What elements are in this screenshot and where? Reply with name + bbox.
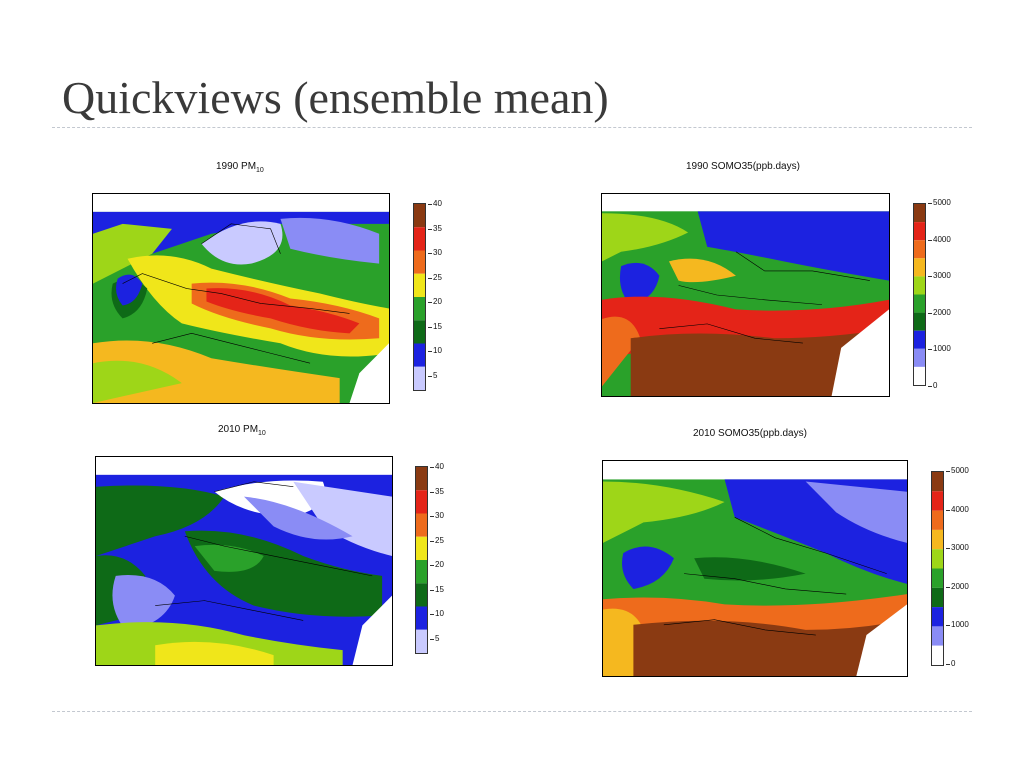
map-1990-somo35 xyxy=(601,193,890,397)
colorbar-tick-label: 3000 xyxy=(928,271,961,281)
colorbar-tick-label: 5000 xyxy=(946,466,979,476)
colorbar-tick-label: 1000 xyxy=(946,620,979,630)
panel-title-1990-somo35: 1990 SOMO35(ppb.days) xyxy=(686,161,800,172)
colorbar-tick-label: 20 xyxy=(430,560,463,570)
footer-divider xyxy=(52,711,972,712)
panel-title-2010-pm10: 2010 PM10 xyxy=(218,424,266,437)
map-1990-pm10-canvas xyxy=(93,194,389,403)
colorbar-tick-label: 0 xyxy=(946,659,979,669)
colorbar-tick-label: 20 xyxy=(428,297,461,307)
map-2010-pm10-canvas xyxy=(96,457,392,665)
colorbar-tick-label: 30 xyxy=(430,511,463,521)
colorbar-tick-label: 10 xyxy=(428,346,461,356)
colorbar-tick-label: 40 xyxy=(430,462,463,472)
map-2010-somo35-canvas xyxy=(603,461,907,676)
colorbar-tick-label: 25 xyxy=(430,536,463,546)
colorbar-tick-label: 5000 xyxy=(928,198,961,208)
colorbar-tick-label: 4000 xyxy=(928,235,961,245)
colorbar-tick-label: 40 xyxy=(428,199,461,209)
map-2010-somo35 xyxy=(602,460,908,677)
panel-title-1990-pm10: 1990 PM10 xyxy=(216,161,264,174)
title-divider xyxy=(52,127,972,128)
colorbar-tick-label: 1000 xyxy=(928,344,961,354)
colorbar-tick-label: 35 xyxy=(428,224,461,234)
slide-title: Quickviews (ensemble mean) xyxy=(62,72,609,123)
colorbar-tick-label: 15 xyxy=(428,322,461,332)
colorbar-tick-label: 3000 xyxy=(946,543,979,553)
colorbar-tick-label: 30 xyxy=(428,248,461,258)
colorbar-tick-label: 4000 xyxy=(946,505,979,515)
colorbar-tick-label: 25 xyxy=(428,273,461,283)
map-1990-somo35-canvas xyxy=(602,194,889,396)
colorbar-tick-label: 0 xyxy=(928,381,961,391)
panel-title-2010-somo35: 2010 SOMO35(ppb.days) xyxy=(693,428,807,439)
colorbar-tick-label: 10 xyxy=(430,609,463,619)
colorbar-tick-label: 2000 xyxy=(928,308,961,318)
colorbar-tick-label: 5 xyxy=(428,371,461,381)
map-1990-pm10 xyxy=(92,193,390,404)
colorbar-2010-pm10 xyxy=(415,466,428,654)
colorbar-tick-label: 5 xyxy=(430,634,463,644)
colorbar-tick-label: 2000 xyxy=(946,582,979,592)
colorbar-2010-somo35 xyxy=(931,471,944,666)
colorbar-tick-label: 15 xyxy=(430,585,463,595)
colorbar-1990-pm10 xyxy=(413,203,426,391)
colorbar-tick-label: 35 xyxy=(430,487,463,497)
map-2010-pm10 xyxy=(95,456,393,666)
colorbar-1990-somo35 xyxy=(913,203,926,386)
